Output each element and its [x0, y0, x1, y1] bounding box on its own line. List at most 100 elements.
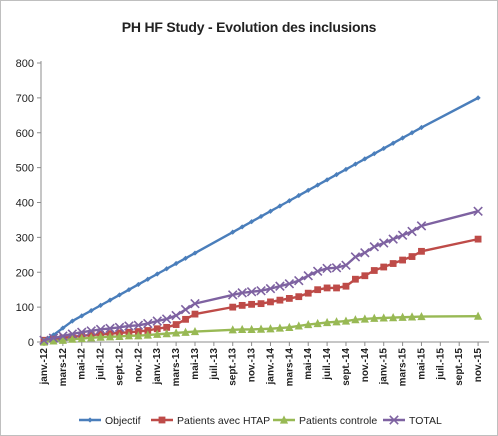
x-tick-label: janv.-13 — [152, 348, 163, 386]
y-tick-label: 200 — [16, 267, 34, 279]
data-point — [67, 329, 78, 339]
x-tick-label: nov.-15 — [473, 348, 484, 383]
x-tick-label: mars-15 — [398, 348, 409, 387]
y-tick-label: 700 — [16, 93, 34, 105]
data-point — [370, 267, 378, 274]
data-point — [398, 312, 407, 321]
data-point — [87, 333, 96, 342]
data-point — [180, 304, 191, 315]
data-point — [69, 318, 75, 324]
data-point — [114, 322, 125, 333]
y-tick-label: 800 — [16, 58, 34, 70]
x-tick-label: mai-13 — [190, 348, 201, 380]
x-tick-label: nov.-12 — [133, 348, 144, 383]
data-point — [294, 321, 303, 330]
x-tick-label: nov.-13 — [247, 348, 258, 383]
series-patients-controle — [39, 311, 483, 346]
data-point — [389, 415, 399, 425]
data-point — [267, 298, 274, 306]
data-point — [407, 312, 417, 321]
data-point — [352, 161, 359, 167]
data-point — [77, 333, 86, 343]
axes: 0 100 200 300 400 500 600 700 800 janv.-12 mars-12… — [16, 58, 489, 386]
data-point — [162, 329, 171, 338]
x-tick-label: sept.-15 — [454, 348, 465, 386]
chart-title: PH HF Study - Evolution des inclusions — [121, 19, 377, 35]
legend-item: Objectif — [79, 415, 141, 427]
data-point — [305, 187, 311, 193]
x-tick-label: sept.-12 — [114, 348, 125, 386]
data-point — [143, 330, 152, 339]
data-point — [313, 318, 322, 328]
legend-item: Patients controle — [273, 415, 377, 427]
y-tick-label: 500 — [16, 163, 34, 175]
data-point — [341, 260, 351, 271]
data-point — [171, 310, 181, 321]
data-point — [331, 262, 342, 273]
data-point — [58, 335, 67, 344]
data-point — [303, 270, 313, 281]
data-point — [379, 313, 388, 322]
data-point — [333, 172, 340, 178]
data-point — [417, 311, 426, 321]
data-point — [107, 297, 113, 303]
data-point — [158, 416, 166, 424]
data-point — [238, 324, 247, 334]
data-point — [68, 334, 77, 343]
data-point — [388, 234, 398, 244]
data-point — [248, 300, 256, 308]
data-point — [134, 331, 143, 340]
data-point — [257, 300, 265, 308]
data-point — [58, 331, 68, 341]
data-point — [408, 253, 416, 260]
x-tick-label: mai-14 — [303, 348, 314, 380]
data-point — [333, 284, 340, 292]
data-point — [389, 260, 397, 267]
data-point — [39, 337, 49, 346]
data-point — [239, 224, 245, 230]
data-point — [48, 333, 59, 343]
x-tick-label: mai-15 — [416, 348, 427, 380]
data-point — [389, 312, 398, 322]
data-point — [163, 323, 171, 331]
data-point — [76, 327, 87, 338]
data-point — [277, 203, 283, 209]
data-point — [247, 324, 256, 334]
x-tick-label: juil.-12 — [96, 348, 107, 381]
data-point — [87, 417, 93, 423]
data-point — [88, 308, 94, 314]
data-point — [332, 317, 341, 326]
x-tick-label: janv.-15 — [379, 348, 390, 386]
data-point — [296, 192, 302, 199]
x-tick-label: mai-12 — [77, 348, 88, 380]
data-point — [256, 324, 266, 333]
data-point — [399, 135, 406, 141]
data-point — [182, 315, 189, 323]
data-point — [276, 296, 284, 304]
data-point — [343, 166, 349, 172]
data-point — [258, 213, 264, 220]
data-point — [380, 263, 388, 271]
data-point — [164, 266, 170, 272]
data-point — [153, 329, 162, 338]
data-point — [161, 314, 172, 324]
data-point — [191, 310, 199, 318]
data-point — [60, 325, 66, 331]
data-point — [360, 314, 369, 323]
data-point — [182, 255, 189, 261]
data-point — [285, 295, 293, 302]
series-total — [39, 206, 483, 346]
data-point — [230, 229, 236, 235]
data-point — [133, 320, 144, 331]
data-point — [304, 319, 313, 329]
data-point — [322, 263, 332, 274]
data-point — [181, 327, 190, 336]
y-tick-label: 300 — [16, 232, 34, 244]
data-point — [416, 221, 427, 231]
data-point — [350, 252, 361, 262]
data-point — [98, 302, 104, 308]
data-point — [267, 208, 274, 214]
data-point — [173, 260, 179, 267]
